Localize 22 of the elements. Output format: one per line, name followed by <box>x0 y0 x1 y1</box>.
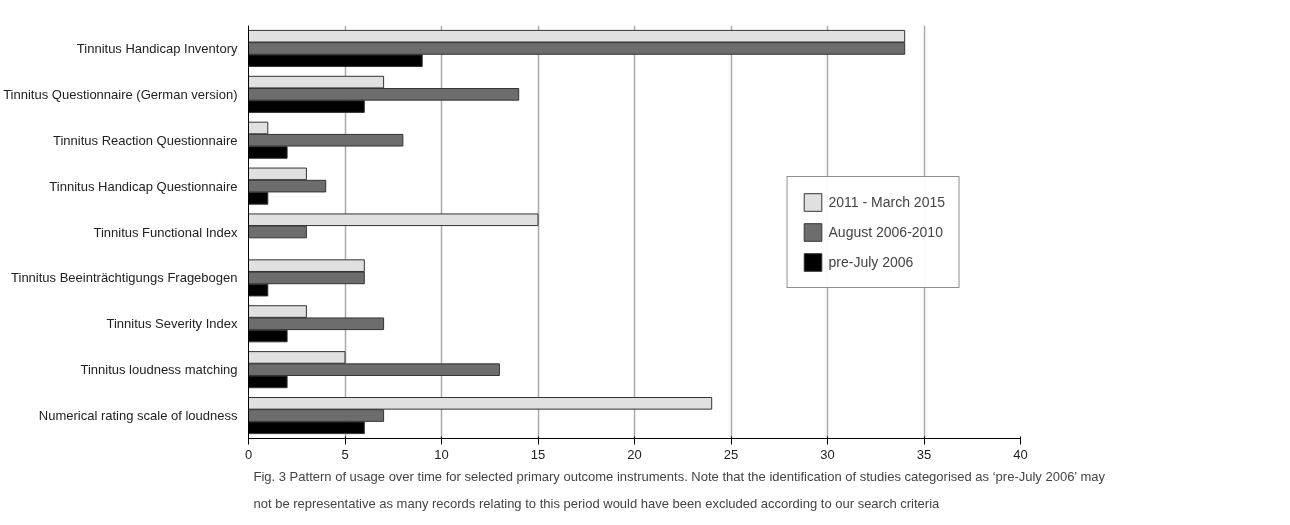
legend-label: pre-July 2006 <box>828 253 914 270</box>
legend-label: 2011 - March 2015 <box>828 193 945 210</box>
x-tick-label: 30 <box>820 446 835 462</box>
x-tick-label: 15 <box>530 446 546 462</box>
y-tick-label: Numerical rating scale of loudness <box>38 408 238 424</box>
legend-label: August 2006-2010 <box>828 223 943 240</box>
x-tick-label: 5 <box>341 446 349 462</box>
caption: Fig. 3 Pattern of usage over time for selected primary outcome instruments. Note that the identification of studies categorised as ‘pre-July 2006’ may not be representative as many records relating to this period would have been excluded according to our search criteria <box>253 468 1106 511</box>
y-tick-label: Tinnitus Reaction Questionnaire <box>52 132 238 148</box>
y-tick-label: Tinnitus loudness matching <box>80 362 238 378</box>
y-tick-label: Tinnitus Functional Index <box>93 224 238 240</box>
x-tick-label: 10 <box>434 446 449 462</box>
x-tick-label: 40 <box>1013 446 1028 462</box>
x-tick-label: 0 <box>244 446 253 462</box>
y-tick-label: Tinnitus Beeinträchtigungs Fragebogen <box>11 270 238 286</box>
y-tick-label: Tinnitus Handicap Questionnaire <box>49 178 238 194</box>
y-tick-label: Tinnitus Questionnaire (German version) <box>3 86 238 102</box>
x-tick-label: 25 <box>723 446 739 462</box>
x-tick-label: 20 <box>627 446 642 462</box>
x-tick-label: 35 <box>916 446 932 462</box>
y-tick-label: Tinnitus Handicap Inventory <box>76 40 238 56</box>
y-tick-label: Tinnitus Severity Index <box>106 316 238 332</box>
